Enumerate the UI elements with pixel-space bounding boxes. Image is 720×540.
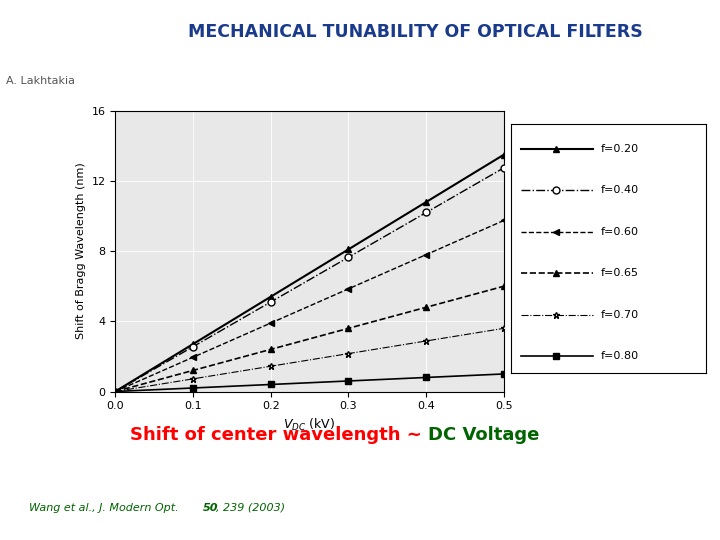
Text: f=0.80: f=0.80 [600,351,639,361]
Text: f=0.70: f=0.70 [600,309,639,320]
Text: f=0.60: f=0.60 [600,227,639,237]
Text: 50: 50 [203,503,219,512]
Text: Shift of center wavelength ~: Shift of center wavelength ~ [130,426,428,444]
Text: f=0.65: f=0.65 [600,268,639,278]
Y-axis label: Shift of Bragg Wavelength (nm): Shift of Bragg Wavelength (nm) [76,163,86,340]
X-axis label: $V_{DC}$ (kV): $V_{DC}$ (kV) [284,417,336,433]
Text: A. Lakhtakia: A. Lakhtakia [6,76,76,86]
Text: f=0.40: f=0.40 [600,185,639,195]
Text: , 239 (2003): , 239 (2003) [216,503,285,512]
Text: PENNSTATE: PENNSTATE [27,9,85,17]
Text: DC Voltage: DC Voltage [428,426,540,444]
Text: Wang et al., J. Modern Opt.: Wang et al., J. Modern Opt. [29,503,182,512]
Text: MECHANICAL TUNABILITY OF OPTICAL FILTERS: MECHANICAL TUNABILITY OF OPTICAL FILTERS [189,23,643,42]
Polygon shape [39,29,73,58]
Text: f=0.20: f=0.20 [600,144,639,154]
